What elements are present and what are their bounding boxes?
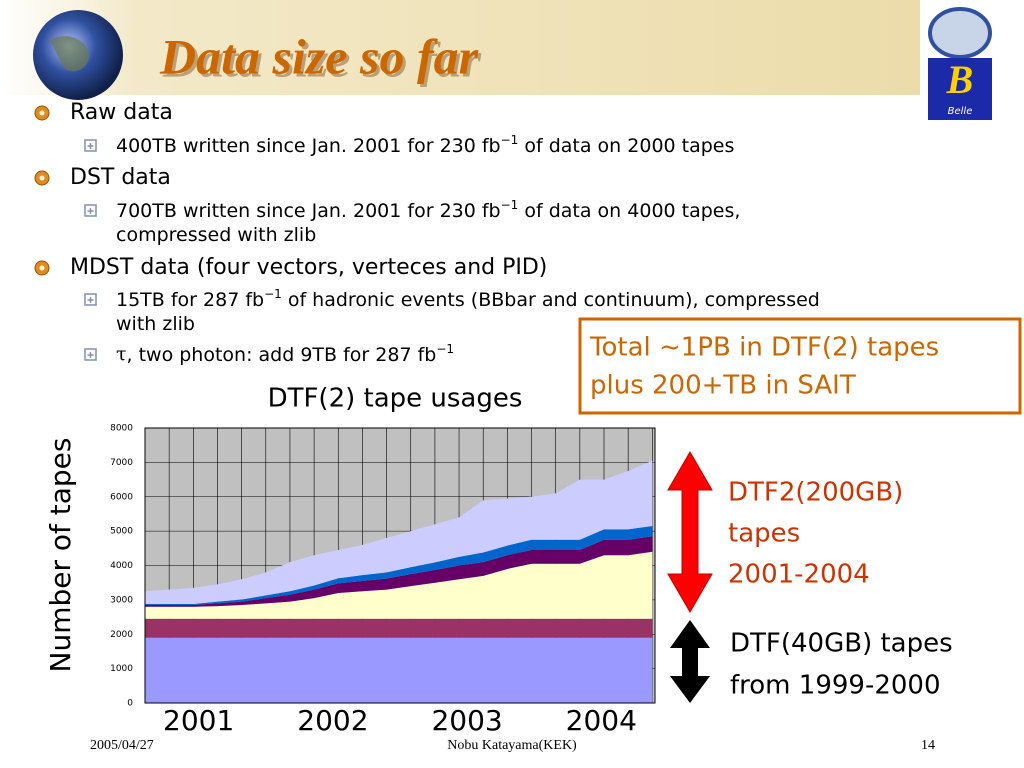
sub-bullet-text: τ, two photon: add 9TB for 287 fb−1 xyxy=(116,342,454,366)
slide-title: Data size so far xyxy=(159,28,479,84)
superscript: −1 xyxy=(501,198,519,212)
sub-bullet-text: 15TB for 287 fb−1 of hadronic events (BB… xyxy=(116,287,820,311)
area xyxy=(145,637,653,703)
bullet-text: DST data xyxy=(70,165,171,190)
superscript: −1 xyxy=(264,287,282,301)
footer-date: 2005/04/27 xyxy=(90,738,154,753)
sub-bullet-cross xyxy=(87,297,94,303)
callout-text: Total ~1PB in DTF(2) tapes xyxy=(589,333,939,363)
sub-bullet-text: compressed with zlib xyxy=(116,224,316,246)
x-tick-label: 2002 xyxy=(297,704,368,737)
callout-text: plus 200+TB in SAIT xyxy=(590,371,856,401)
bullet-icon-dot xyxy=(39,265,45,271)
y-tick-label: 2000 xyxy=(110,630,133,640)
text-run: 700TB written since Jan. 2001 for 230 fb xyxy=(116,200,501,222)
sub-bullet-cross xyxy=(87,208,94,214)
y-tick-label: 5000 xyxy=(110,527,133,537)
text-run: 400TB written since Jan. 2001 for 230 fb xyxy=(116,135,501,157)
x-tick-label: 2001 xyxy=(163,704,234,737)
x-tick-label: 2004 xyxy=(566,704,637,737)
sub-bullet-cross xyxy=(87,143,94,149)
superscript: −1 xyxy=(436,342,454,356)
text-run: 15TB for 287 fb xyxy=(116,289,264,311)
text-run: of data on 2000 tapes xyxy=(518,135,734,157)
plot-border xyxy=(144,427,656,704)
y-tick-label: 8000 xyxy=(110,424,133,434)
y-tick-label: 0 xyxy=(127,699,133,709)
text-run: , two photon: add 9TB for 287 fb xyxy=(127,344,437,366)
y-tick-label: 1000 xyxy=(110,664,133,674)
bullet-text: MDST data (four vectors, verteces and PI… xyxy=(70,255,547,280)
logo-letter: B xyxy=(946,57,974,102)
sub-bullet-text: with zlib xyxy=(116,313,195,335)
annotation: DTF(40GB) tapes xyxy=(730,629,953,659)
sub-bullet-cross xyxy=(87,352,94,358)
y-axis-label: Number of tapes xyxy=(44,438,77,673)
x-tick-label: 2003 xyxy=(431,704,502,737)
annotation: tapes xyxy=(728,519,800,549)
footer-author: Nobu Katayama(KEK) xyxy=(447,738,577,753)
area xyxy=(145,618,653,638)
globe-land xyxy=(50,36,89,72)
y-tick-label: 6000 xyxy=(110,492,133,502)
callout-box xyxy=(578,317,1022,415)
sub-bullet-text: 700TB written since Jan. 2001 for 230 fb… xyxy=(116,198,740,222)
area xyxy=(145,551,653,619)
area xyxy=(145,460,653,604)
bullet-icon-dot xyxy=(39,110,45,116)
logo-text: Belle xyxy=(948,106,973,117)
text-run: of hadronic events (BBbar and continuum)… xyxy=(282,289,820,311)
area xyxy=(145,525,653,606)
text-run: of data on 4000 tapes, xyxy=(518,200,740,222)
chart-title: DTF(2) tape usages xyxy=(268,384,523,414)
title-bar xyxy=(0,0,920,95)
black-arrow xyxy=(670,620,710,703)
annotation: from 1999-2000 xyxy=(730,671,941,701)
y-tick-label: 3000 xyxy=(110,595,133,605)
y-tick-label: 4000 xyxy=(110,561,133,571)
annotation: 2001-2004 xyxy=(728,560,870,590)
logo-ring xyxy=(928,7,992,59)
area xyxy=(145,536,653,607)
bullet-text: Raw data xyxy=(70,100,173,125)
text-run: τ xyxy=(116,343,127,365)
text-run: compressed with zlib xyxy=(116,224,316,246)
text-run: with zlib xyxy=(116,313,195,335)
annotation: DTF2(200GB) xyxy=(728,478,903,508)
y-tick-label: 7000 xyxy=(110,458,133,468)
superscript: −1 xyxy=(501,133,519,147)
red-arrow xyxy=(667,451,713,613)
bullet-icon-dot xyxy=(39,175,45,181)
title-shadow: Data size so far xyxy=(162,31,482,87)
logo-box xyxy=(928,58,992,120)
footer-page: 14 xyxy=(921,738,935,753)
sub-bullet-text: 400TB written since Jan. 2001 for 230 fb… xyxy=(116,133,734,157)
